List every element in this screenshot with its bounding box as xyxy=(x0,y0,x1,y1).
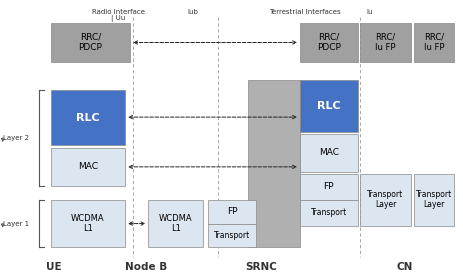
Bar xyxy=(300,134,357,172)
Text: FP: FP xyxy=(227,207,237,216)
Text: RRC/
Iu FP: RRC/ Iu FP xyxy=(424,33,444,52)
Bar xyxy=(50,148,125,186)
Text: Layer 2: Layer 2 xyxy=(3,135,29,141)
Text: Iub: Iub xyxy=(188,9,199,15)
Text: RRC/
PDCP: RRC/ PDCP xyxy=(317,33,341,52)
Bar xyxy=(50,90,125,145)
Text: RLC: RLC xyxy=(76,113,100,123)
Text: WCDMA
L1: WCDMA L1 xyxy=(71,214,105,233)
Text: Radio Interface: Radio Interface xyxy=(92,9,145,15)
Bar xyxy=(208,224,256,247)
Text: Transport
Layer: Transport Layer xyxy=(416,190,452,209)
Text: RRC/
PDCP: RRC/ PDCP xyxy=(79,33,102,52)
Text: Transport
Layer: Transport Layer xyxy=(368,190,404,209)
Text: Iu: Iu xyxy=(366,9,373,15)
Bar xyxy=(208,200,256,224)
Bar xyxy=(300,200,357,225)
Text: FP: FP xyxy=(324,182,334,191)
Bar xyxy=(50,23,130,62)
Bar xyxy=(300,174,357,200)
Text: Terrestrial Interfaces: Terrestrial Interfaces xyxy=(269,9,341,15)
Bar xyxy=(360,23,412,62)
Bar xyxy=(300,80,357,132)
Text: MAC: MAC xyxy=(319,148,339,157)
Text: | Uu: | Uu xyxy=(111,15,125,22)
Text: RRC/
Iu FP: RRC/ Iu FP xyxy=(375,33,396,52)
Text: UE: UE xyxy=(46,262,62,272)
Bar xyxy=(414,23,454,62)
Text: Layer 1: Layer 1 xyxy=(3,220,29,227)
Text: RLC: RLC xyxy=(317,101,340,111)
Text: SRNC: SRNC xyxy=(245,262,277,272)
Bar xyxy=(414,174,454,225)
Bar xyxy=(148,200,203,247)
Text: CN: CN xyxy=(396,262,413,272)
Bar xyxy=(50,200,125,247)
Text: Node B: Node B xyxy=(125,262,167,272)
Text: Transport: Transport xyxy=(214,231,250,240)
Text: Transport: Transport xyxy=(311,208,347,217)
Bar xyxy=(360,174,412,225)
Bar xyxy=(248,80,300,247)
Bar xyxy=(300,23,357,62)
Text: MAC: MAC xyxy=(78,162,98,171)
Text: WCDMA
L1: WCDMA L1 xyxy=(159,214,193,233)
